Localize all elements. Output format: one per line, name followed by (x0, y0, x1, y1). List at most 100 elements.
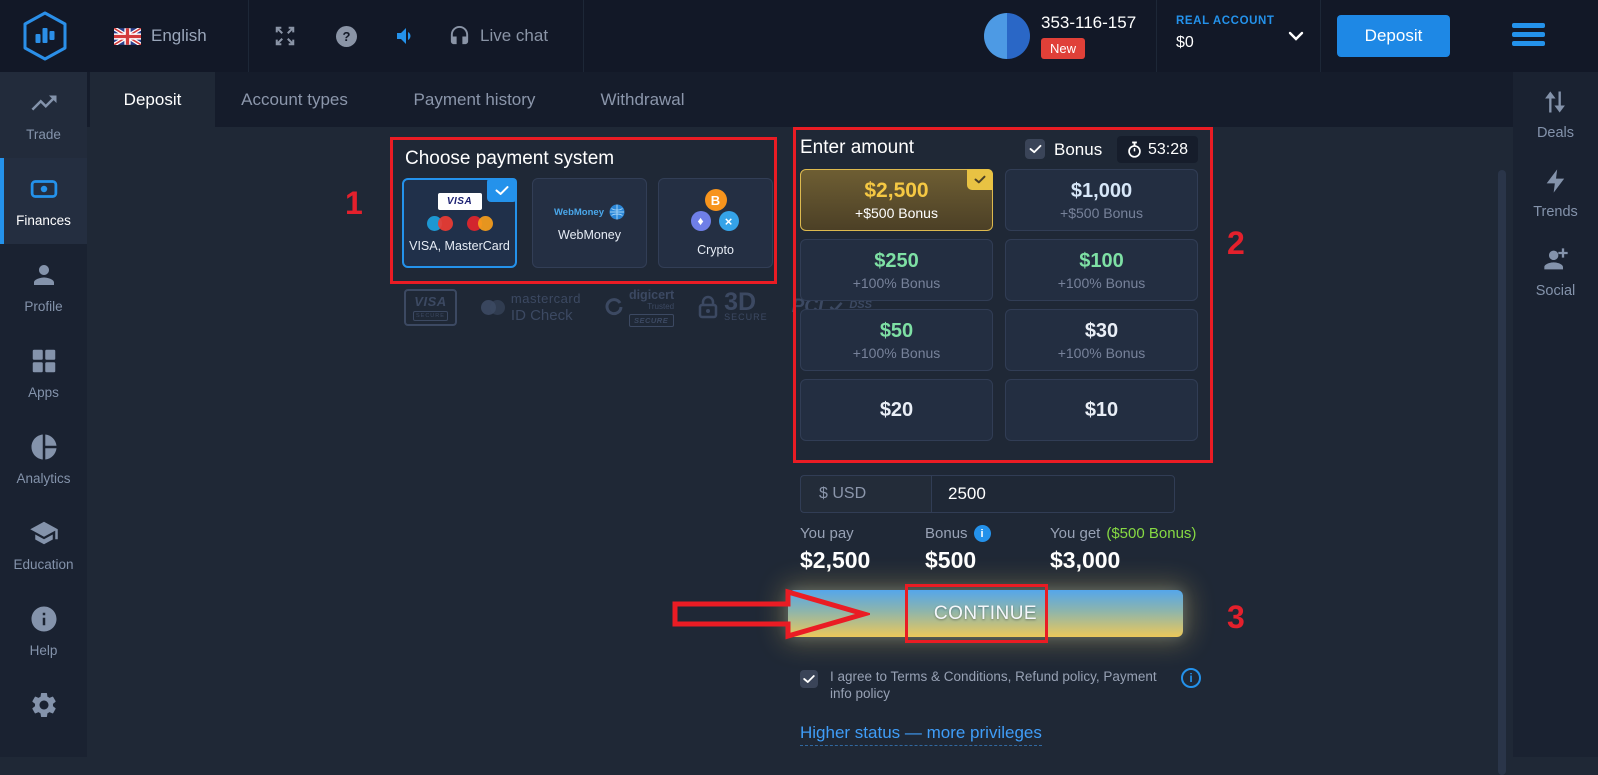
ethereum-icon: ♦ (690, 211, 711, 231)
tab-withdrawal[interactable]: Withdrawal (600, 89, 685, 109)
divider (1320, 0, 1321, 72)
info-circle-icon (31, 606, 56, 632)
badge-text: SECURE (413, 310, 448, 321)
sidebar-item-trends[interactable]: Trends (1533, 167, 1578, 220)
agree-terms-text[interactable]: I agree to Terms & Conditions, Refund po… (830, 669, 1157, 701)
bitcoin-icon: B (704, 189, 727, 211)
person-icon (33, 265, 54, 285)
amount-input[interactable] (932, 476, 1174, 512)
sound-icon[interactable] (394, 0, 418, 72)
sidebar-item-profile[interactable]: Profile (0, 244, 87, 330)
banknote-icon (30, 180, 57, 198)
amount-option-30[interactable]: $30 +100% Bonus (1005, 309, 1198, 371)
tab-account-types[interactable]: Account types (241, 89, 348, 109)
amount-bonus: +100% Bonus (852, 274, 941, 291)
amount-option-2500[interactable]: $2,500 +$500 Bonus (800, 169, 993, 231)
sidebar-item-settings[interactable] (0, 674, 87, 736)
account-type-label: REAL ACCOUNT (1176, 15, 1275, 27)
bonus-info-icon[interactable]: i (973, 525, 991, 542)
app-logo-icon[interactable] (20, 10, 70, 62)
sidebar-label: Apps (28, 385, 59, 400)
terms-info-icon[interactable]: i (1181, 668, 1201, 688)
payment-section-title: Choose payment system (405, 148, 615, 169)
deposit-button[interactable]: Deposit (1337, 15, 1450, 57)
pie-chart-icon (31, 434, 56, 460)
amount-option-250[interactable]: $250 +100% Bonus (800, 239, 993, 301)
account-switcher[interactable]: REAL ACCOUNT $0 (1176, 15, 1275, 52)
person-add-icon (1543, 248, 1568, 270)
you-pay-value: $2,500 (800, 547, 871, 573)
payment-method-crypto[interactable]: B ♦ × Crypto (658, 178, 773, 268)
sidebar-item-deals[interactable]: Deals (1537, 88, 1574, 141)
sidebar-label: Analytics (16, 471, 71, 486)
bonus-checkbox[interactable] (1025, 139, 1045, 159)
amount-input-row: $ USD (800, 475, 1175, 513)
sidebar-item-help[interactable]: Help (0, 588, 87, 674)
sidebar-item-trade[interactable]: Trade (0, 72, 87, 158)
webmoney-logo-text: WebMoney (554, 206, 604, 218)
sidebar-item-apps[interactable]: Apps (0, 330, 87, 416)
currency-selector[interactable]: $ USD (801, 476, 932, 512)
amount-option-1000[interactable]: $1,000 +$500 Bonus (1005, 169, 1198, 231)
you-pay-summary: You pay $2,500 (800, 525, 870, 574)
right-sidebar: Deals Trends Social (1513, 72, 1598, 757)
fullscreen-icon[interactable] (274, 0, 296, 72)
chevron-down-icon[interactable] (1288, 31, 1304, 42)
amount-value: $100 (1079, 249, 1124, 272)
you-get-value: $3,000 (1050, 547, 1121, 573)
trend-up-icon (31, 95, 56, 111)
continue-button[interactable]: CONTINUE (788, 590, 1183, 637)
tab-deposit[interactable]: Deposit (90, 72, 215, 127)
amount-value: $10 (1084, 398, 1119, 421)
language-label: English (151, 26, 207, 45)
avatar[interactable] (984, 13, 1030, 59)
help-circle-icon[interactable]: ? (336, 0, 357, 72)
live-chat-button[interactable]: Live chat (448, 0, 548, 72)
new-badge: New (1041, 38, 1086, 59)
amount-section-title: Enter amount (800, 137, 915, 158)
badge-text: mastercard (510, 290, 581, 306)
bonus-value: $500 (925, 547, 977, 573)
digicert-badge: digicert Trusted SECURE (605, 288, 675, 327)
payment-method-visa-mastercard[interactable]: VISA VISA, MasterCard (402, 178, 517, 268)
amount-value: $2,500 (864, 179, 929, 202)
menu-icon[interactable] (1512, 23, 1545, 46)
sidebar-label: Deals (1536, 125, 1575, 141)
account-id: 353-116-157 (1041, 13, 1137, 32)
amount-option-10[interactable]: $10 (1005, 379, 1198, 441)
crypto-coins-logos: B ♦ × (685, 189, 747, 235)
content-scrollbar[interactable] (1498, 170, 1506, 775)
payment-method-label: VISA, MasterCard (409, 239, 510, 253)
amount-value: $30 (1084, 319, 1119, 342)
amount-value: $250 (874, 249, 919, 272)
bonus-summary: Bonus i $500 (925, 525, 991, 574)
payment-method-webmoney[interactable]: WebMoney WebMoney (532, 178, 647, 268)
sidebar-item-social[interactable]: Social (1536, 246, 1575, 299)
amount-value: $1,000 (1070, 179, 1133, 202)
amount-bonus: +100% Bonus (852, 344, 941, 361)
amount-option-20[interactable]: $20 (800, 379, 993, 441)
sidebar-item-finances[interactable]: Finances (0, 158, 87, 244)
deposit-page: Choose payment system VISA VISA, MasterC… (87, 127, 1513, 775)
sidebar-label: Education (13, 557, 74, 572)
amount-option-50[interactable]: $50 +100% Bonus (800, 309, 993, 371)
timer-value: 53:28 (1148, 140, 1189, 158)
higher-status-link[interactable]: Higher status — more privileges (800, 723, 1042, 746)
account-id-block: 353-116-157 New (1041, 13, 1136, 59)
agree-checkbox[interactable] (800, 670, 818, 688)
lightning-icon (1546, 169, 1564, 193)
payment-method-label: WebMoney (558, 228, 621, 242)
sidebar-label: Trade (26, 127, 61, 142)
amount-option-100[interactable]: $100 +100% Bonus (1005, 239, 1198, 301)
you-get-label: You get (1050, 525, 1101, 542)
sidebar-label: Finances (16, 213, 71, 228)
language-selector[interactable]: English (114, 0, 207, 72)
digicert-ring-icon (605, 298, 623, 316)
tab-payment-history[interactable]: Payment history (413, 89, 536, 109)
sidebar-item-education[interactable]: Education (0, 502, 87, 588)
badge-text: 3D (724, 288, 757, 316)
trust-badges-row: VISA SECURE mastercard ID Check digicert… (404, 285, 880, 329)
sidebar-item-analytics[interactable]: Analytics (0, 416, 87, 502)
up-down-arrows-icon (1545, 91, 1566, 113)
badge-text: ID Check (510, 306, 573, 324)
